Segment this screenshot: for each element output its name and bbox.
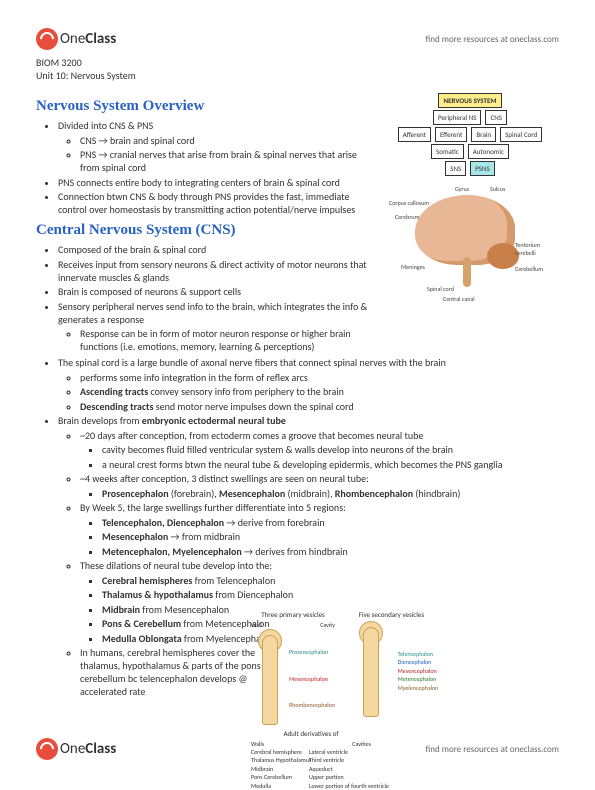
list-item: Prosencephalon (forebrain), Mesencephalo…	[102, 487, 559, 500]
overview-list: Divided into CNS & PNS CNS → brain and s…	[36, 119, 373, 216]
logo-text-light: One	[60, 30, 85, 48]
vesicle-label: Metencephalon	[398, 675, 439, 683]
vesicle-label: Pons Cerebellum	[251, 773, 303, 781]
list-item: PNS connects entire body to integrating …	[58, 176, 373, 189]
logo: OneClass	[36, 738, 116, 760]
list-item: CNS → brain and spinal cord	[80, 134, 373, 147]
brain-label: Tentorium cerebelli	[515, 241, 545, 257]
vesicle-label: Lower portion of fourth ventricle	[309, 782, 361, 790]
list-item: Descending tracts send motor nerve impul…	[80, 400, 559, 413]
page-header: OneClass find more resources at oneclass…	[36, 28, 559, 50]
list-item: Connection btwn CNS & body through PNS p…	[58, 190, 373, 216]
list-item: Composed of the brain & spinal cord	[58, 243, 373, 256]
ns-box: Peripheral NS	[433, 110, 481, 125]
ns-box: PSNS	[470, 161, 495, 176]
section-title-cns: Central Nervous System (CNS)	[36, 222, 373, 239]
list-item: Ascending tracts convey sensory info fro…	[80, 385, 559, 398]
vesicle-label: Myelencephalon	[398, 684, 439, 692]
brain-label: Cerebellum	[515, 265, 543, 273]
vesicle-label: Diencephalon	[398, 658, 439, 666]
ns-box: Somatic	[431, 144, 464, 159]
vesicle-label: Medulla	[251, 782, 303, 790]
vesicle-label: Rhombencephalon	[289, 701, 335, 709]
vesicle-label: Midbrain	[251, 765, 303, 773]
list-item: Cerebral hemispheres from Telencephalon	[102, 574, 559, 587]
brain-label: Meninges	[401, 263, 425, 271]
vesicle-label: Mesencephalon	[289, 675, 335, 683]
vesicle-diagram: Three primary vesicles WallCavity Prosen…	[247, 610, 567, 730]
brain-label: Corpus callosum	[389, 199, 429, 207]
unit-line: Unit 10: Nervous System	[36, 69, 559, 82]
logo-text-bold: Class	[85, 740, 116, 758]
logo-icon	[36, 738, 58, 760]
ns-box: Spinal Cord	[500, 127, 542, 142]
resources-link[interactable]: find more resources at oneclass.com	[426, 34, 559, 45]
ns-box: SNS	[445, 161, 466, 176]
list-item: Brain is composed of neurons & support c…	[58, 285, 373, 298]
vesicle-title: Adult derivatives of	[251, 729, 371, 738]
list-item: ~4 weeks after conception, 3 distinct sw…	[80, 472, 559, 500]
resources-link[interactable]: find more resources at oneclass.com	[426, 744, 559, 755]
list-item: cavity becomes fluid filled ventricular …	[102, 443, 559, 456]
ns-box: CNS	[485, 110, 506, 125]
list-item: performs some info integration in the fo…	[80, 371, 559, 384]
brain-label: Gyrus	[455, 185, 469, 193]
list-item: Response can be in form of motor neuron …	[80, 327, 373, 353]
ns-box: Efferent	[435, 127, 467, 142]
vesicle-label: Mesencephalon	[398, 667, 439, 675]
section-title-overview: Nervous System Overview	[36, 98, 373, 115]
brain-diagram: Gyrus Sulcus Corpus callosum Cerebrum Me…	[395, 185, 545, 305]
brain-label: Spinal cord	[427, 285, 454, 293]
logo: OneClass	[36, 28, 116, 50]
list-item: ~20 days after conception, from ectoderm…	[80, 429, 559, 471]
list-item: The spinal cord is a large bundle of axo…	[58, 356, 559, 413]
vesicle-label: Telencephalon	[398, 650, 439, 658]
logo-icon	[36, 28, 58, 50]
list-item: a neural crest forms btwn the neural tub…	[102, 458, 559, 471]
vesicle-label: Upper portion	[309, 773, 361, 781]
vesicle-title: Three primary vesicles	[251, 610, 335, 619]
list-item: Receives input from sensory neurons & di…	[58, 258, 373, 284]
vesicle-title: Five secondary vesicles	[344, 610, 438, 619]
list-item: Divided into CNS & PNS CNS → brain and s…	[58, 119, 373, 174]
logo-text-bold: Class	[85, 30, 116, 48]
list-item: Metencephalon, Myelencephalon → derives …	[102, 545, 559, 558]
brain-label: Sulcus	[490, 185, 505, 193]
vesicle-label: Prosencephalon	[289, 648, 335, 656]
nervous-system-diagram: NERVOUS SYSTEM Peripheral NS CNS Afferen…	[381, 92, 559, 177]
page-footer: OneClass find more resources at oneclass…	[36, 738, 559, 760]
brain-label: Cerebrum	[395, 213, 419, 221]
list-item: By Week 5, the large swellings further d…	[80, 501, 559, 558]
list-item: Mesencephalon → from midbrain	[102, 530, 559, 543]
list-item: PNS → cranial nerves that arise from bra…	[80, 148, 373, 174]
ns-box: Autonomic	[468, 144, 509, 159]
ns-box: Afferent	[398, 127, 431, 142]
brain-label: Central canal	[443, 295, 475, 303]
cns-list: Composed of the brain & spinal cord Rece…	[36, 243, 373, 353]
vesicle-label: Aqueduct	[309, 765, 361, 773]
list-item: Sensory peripheral nerves send info to t…	[58, 300, 373, 354]
list-item: Thalamus & hypothalamus from Diencephalo…	[102, 588, 559, 601]
list-item: Telencephalon, Diencephalon → derive fro…	[102, 516, 559, 529]
logo-text-light: One	[60, 740, 85, 758]
ns-box-top: NERVOUS SYSTEM	[438, 93, 501, 108]
brain-stem-shape	[463, 257, 471, 287]
course-code: BIOM 3200	[36, 56, 559, 69]
ns-box: Brain	[471, 127, 496, 142]
